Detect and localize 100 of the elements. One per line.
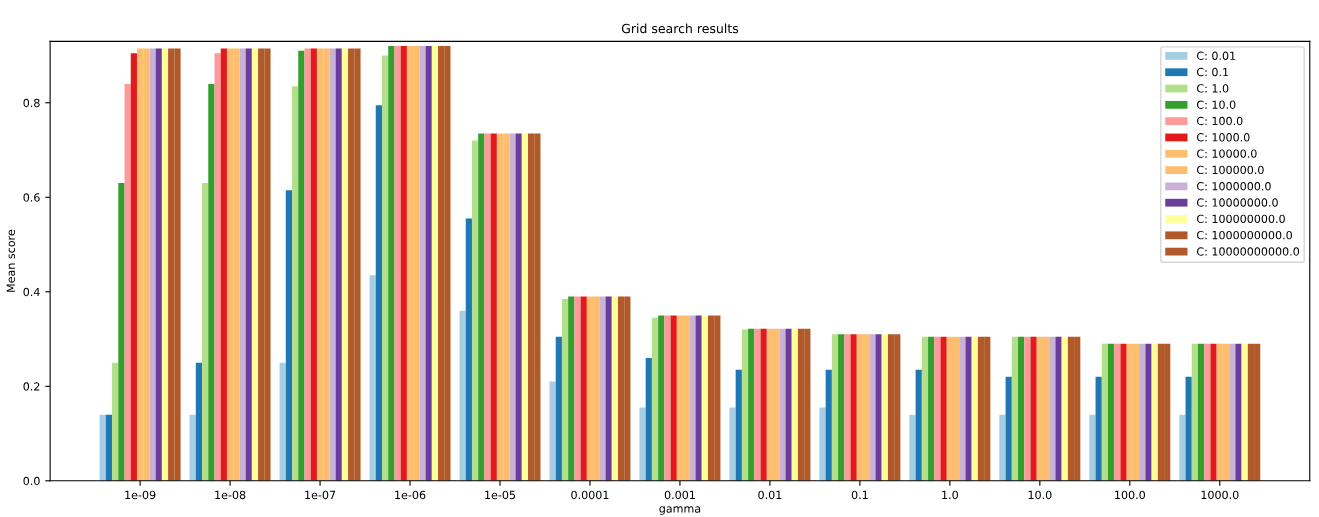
bar [285, 190, 293, 481]
legend-label: C: 10.0 [1196, 100, 1236, 109]
bar [1089, 414, 1096, 481]
bar [875, 334, 882, 481]
bar [999, 414, 1006, 481]
bar [161, 48, 169, 481]
bar [928, 336, 935, 481]
bar [701, 315, 708, 481]
bar [471, 140, 479, 481]
x-tick-label: 0.001 [664, 490, 695, 500]
bar [670, 315, 677, 481]
bar [245, 48, 252, 481]
legend-label: C: 1000000.0 [1196, 182, 1271, 191]
bar [838, 334, 845, 481]
x-tick-label: 10.0 [1028, 490, 1052, 500]
bar [940, 336, 947, 481]
x-tick-label: 0.1 [851, 490, 868, 500]
bar [375, 105, 382, 481]
bar [239, 48, 246, 481]
bar [1191, 343, 1198, 481]
bar [909, 414, 916, 481]
y-tick-label: 0.4 [23, 287, 40, 297]
bar [555, 336, 562, 481]
x-tick-label: 1e-06 [395, 490, 426, 500]
legend-label: C: 1000.0 [1196, 133, 1250, 142]
y-tick-label: 0.8 [23, 98, 40, 108]
bar [1030, 336, 1037, 481]
bar [341, 48, 349, 481]
bar [645, 357, 652, 481]
bar [729, 407, 736, 481]
bar [490, 133, 497, 481]
bar [1114, 343, 1121, 481]
bar [1179, 414, 1186, 481]
legend-label: C: 100000000.0 [1196, 214, 1285, 224]
bar [1204, 343, 1211, 481]
legend-label: C: 1000000000.0 [1196, 230, 1292, 240]
bar [431, 46, 439, 481]
bar [1185, 376, 1192, 481]
bar [915, 369, 922, 481]
bar [369, 275, 376, 481]
bar [549, 381, 556, 481]
bar [959, 336, 966, 481]
bar [1095, 376, 1102, 481]
bar [639, 407, 646, 481]
bar [1061, 336, 1068, 481]
bar [124, 83, 131, 481]
bar [1151, 343, 1158, 481]
bar [561, 298, 569, 481]
bar [1210, 343, 1217, 481]
bar [574, 296, 581, 481]
x-axis-title: gamma [659, 506, 701, 515]
bar [279, 362, 286, 481]
bar [214, 53, 221, 481]
x-tick-label: 1e-07 [305, 490, 336, 500]
bar [971, 336, 978, 481]
bar [202, 183, 209, 481]
y-axis-title: Mean score [6, 229, 16, 292]
legend-label: C: 100000.0 [1196, 165, 1264, 175]
bar [785, 328, 792, 481]
bar [658, 315, 665, 481]
bar [779, 328, 786, 481]
bar [310, 48, 317, 481]
bar [664, 315, 671, 481]
bar [605, 296, 612, 481]
y-tick-label: 0.6 [23, 193, 40, 202]
bar [381, 55, 389, 481]
bar [869, 334, 876, 481]
bar [394, 46, 401, 481]
x-tick-label: 1.0 [942, 490, 958, 500]
bar [521, 133, 529, 481]
x-tick-label: 1e-08 [215, 490, 246, 500]
legend-label: C: 10000000.0 [1196, 198, 1278, 207]
bar [478, 133, 485, 481]
bar [844, 334, 851, 481]
bar [611, 296, 618, 481]
bar [149, 48, 156, 481]
bar [459, 310, 466, 481]
bar [251, 48, 259, 481]
bar [760, 328, 767, 481]
bar [825, 369, 832, 481]
bar [689, 315, 696, 481]
bar [1055, 336, 1062, 481]
bar [465, 218, 472, 481]
chart-title: Grid search results [621, 23, 739, 34]
bar [195, 362, 203, 481]
legend-label: C: 10000.0 [1196, 149, 1257, 158]
bar [130, 53, 137, 481]
bar [1024, 336, 1031, 481]
x-tick-label: 1e-09 [125, 490, 156, 500]
bar [881, 334, 888, 481]
bar [735, 369, 742, 481]
bar [208, 83, 215, 481]
bar [1197, 343, 1205, 481]
bar [1145, 343, 1152, 481]
legend-label: C: 0.1 [1196, 67, 1229, 77]
bar [599, 296, 606, 481]
bar [1005, 376, 1012, 481]
bar [748, 328, 755, 481]
x-tick-label: 1000.0 [1201, 490, 1239, 500]
bar [791, 328, 798, 481]
